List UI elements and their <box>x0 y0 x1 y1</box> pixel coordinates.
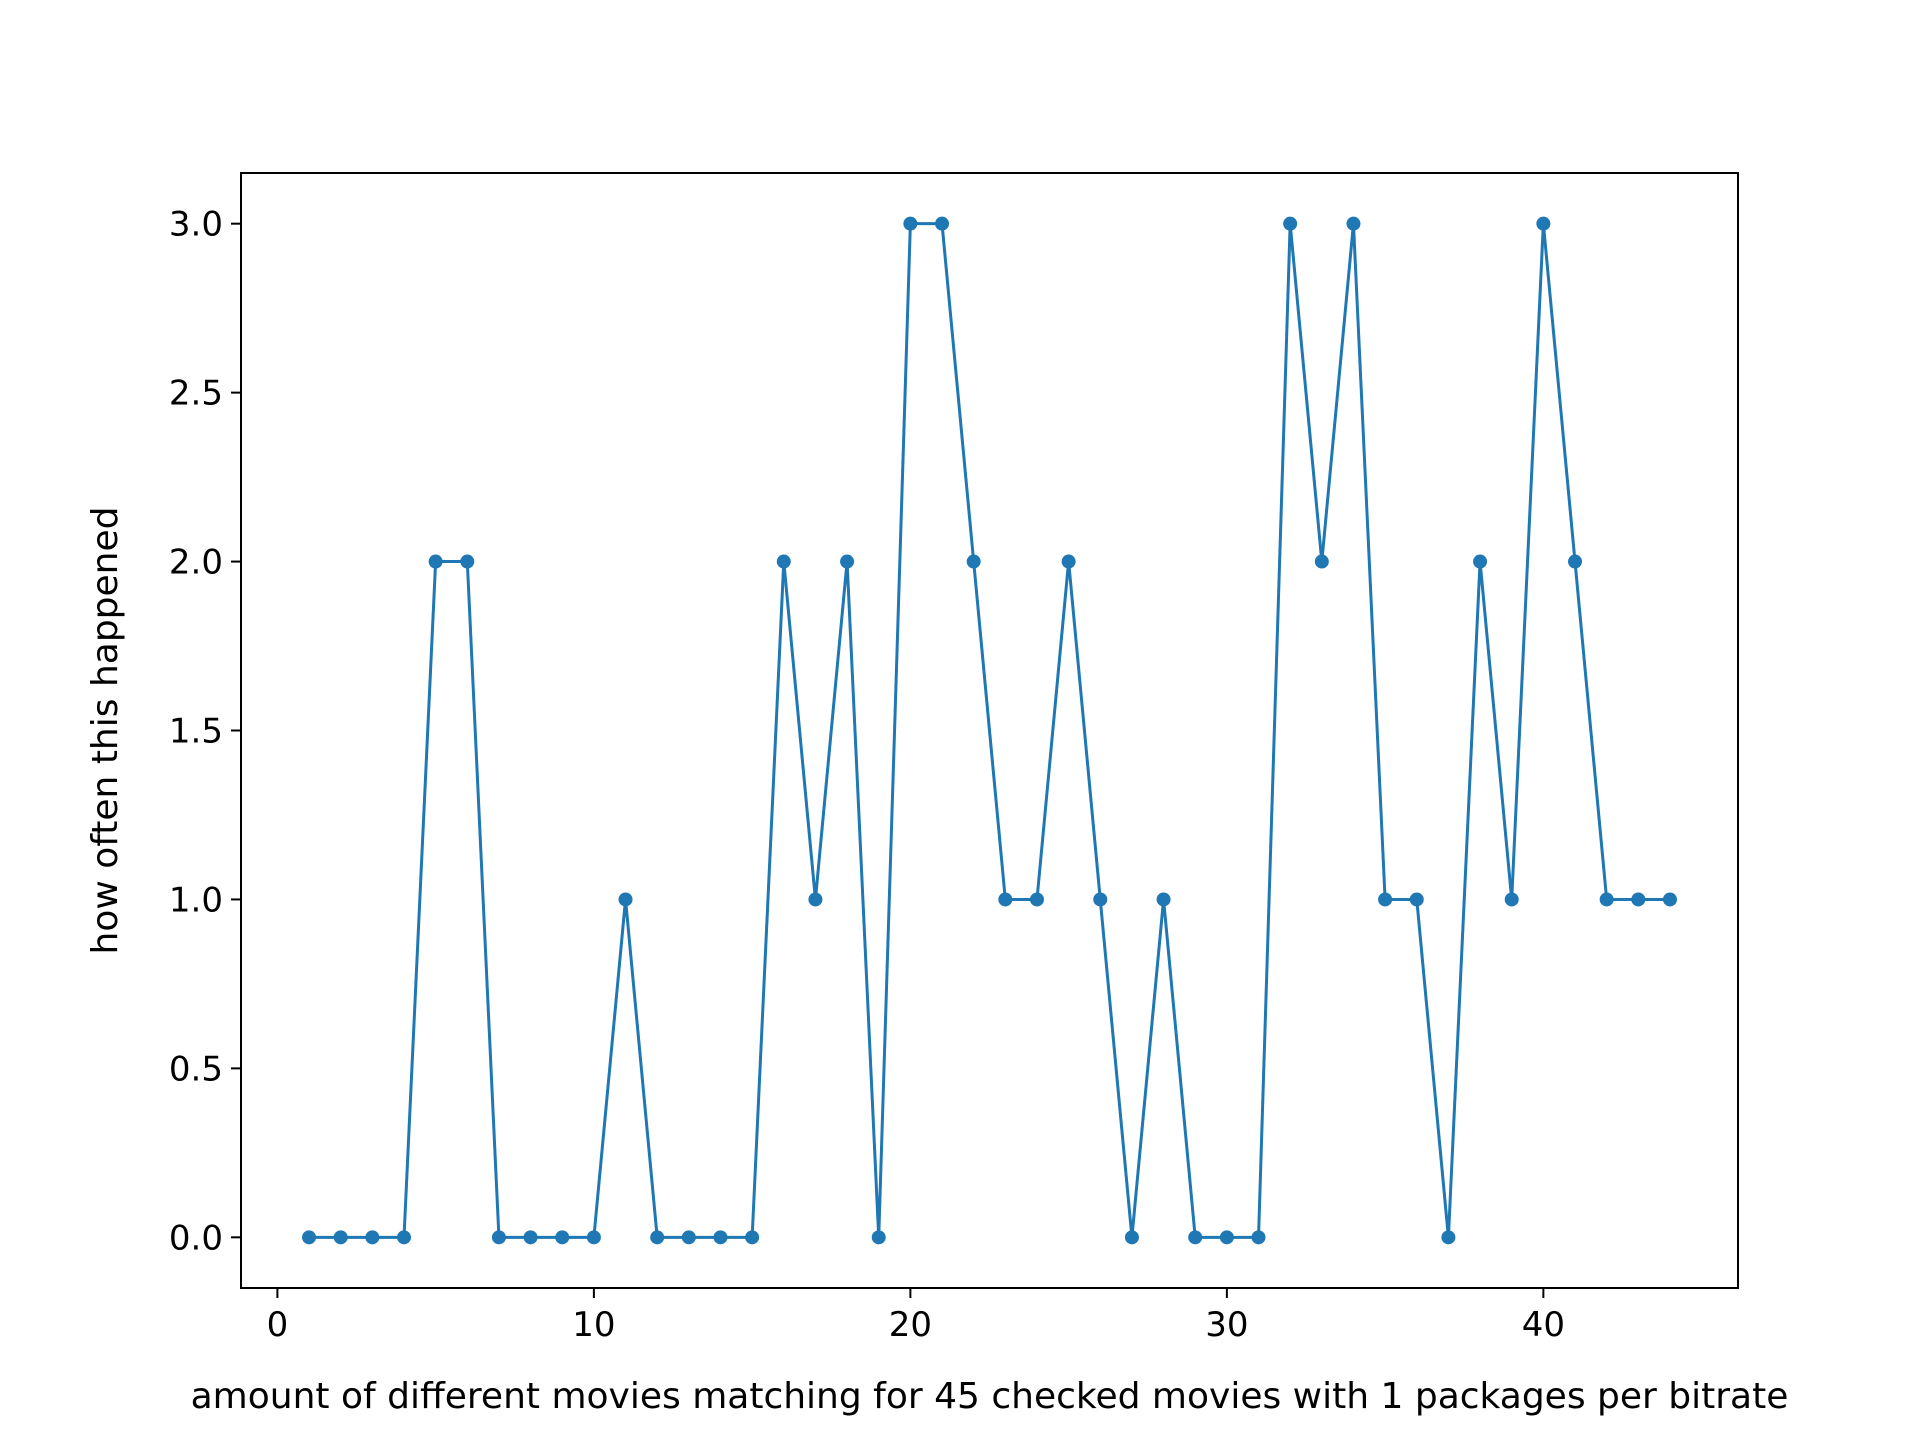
series-line-segment <box>782 560 817 901</box>
x-tick-label: 20 <box>889 1305 932 1345</box>
data-point <box>935 216 950 231</box>
data-point <box>1536 216 1551 231</box>
series-line-segment <box>1098 897 1134 1239</box>
data-point <box>966 554 981 569</box>
data-point <box>1188 1230 1203 1245</box>
data-point <box>491 1230 506 1245</box>
data-point <box>745 1230 760 1245</box>
data-point <box>1568 554 1583 569</box>
x-tick-label: 0 <box>267 1305 289 1345</box>
data-point <box>1124 1230 1139 1245</box>
series-line-segment <box>1162 897 1197 1239</box>
data-point <box>650 1230 665 1245</box>
series-line-segment <box>1257 222 1292 1239</box>
x-axis-label: amount of different movies matching for … <box>191 1376 1789 1417</box>
data-point <box>713 1230 728 1245</box>
data-point <box>586 1230 601 1245</box>
data-point <box>333 1230 348 1245</box>
x-axis: 0 10 20 30 40 <box>267 1288 1565 1345</box>
data-point <box>618 892 633 907</box>
data-point <box>1378 892 1393 907</box>
y-tick-label: 1.0 <box>169 880 223 920</box>
data-point <box>1473 554 1488 569</box>
series-line-segment <box>940 222 976 564</box>
series-line-segment <box>624 897 659 1239</box>
series-line-segment <box>1415 897 1450 1239</box>
data-point <box>776 554 791 569</box>
series-line-segment <box>1320 222 1355 564</box>
data-point <box>302 1230 317 1245</box>
data-point <box>1441 1230 1456 1245</box>
data-point <box>1662 892 1677 907</box>
data-point <box>523 1230 538 1245</box>
x-tick-label: 10 <box>572 1305 615 1345</box>
plot-area <box>302 216 1677 1245</box>
y-axis: 0.0 0.5 1.0 1.5 2.0 2.5 3.0 <box>169 205 241 1258</box>
data-point <box>903 216 918 231</box>
series-line-segment <box>1288 222 1324 564</box>
y-tick-label: 1.5 <box>169 712 223 752</box>
data-point <box>871 1230 886 1245</box>
data-point <box>1409 892 1424 907</box>
data-point <box>1061 554 1076 569</box>
series-line-segment <box>1541 222 1577 564</box>
series-line-segment <box>1035 560 1071 901</box>
series-line-segment <box>972 560 1007 901</box>
y-axis-label: how often this happened <box>85 507 126 955</box>
data-point <box>998 892 1013 907</box>
x-tick-label: 40 <box>1522 1305 1565 1345</box>
data-point <box>808 892 823 907</box>
data-point <box>1219 1230 1234 1245</box>
data-point <box>428 554 443 569</box>
data-point <box>840 554 855 569</box>
y-tick-label: 0.0 <box>169 1218 223 1258</box>
data-point <box>396 1230 411 1245</box>
series-line-segment <box>1130 897 1166 1239</box>
data-point <box>1599 892 1614 907</box>
data-point <box>1346 216 1361 231</box>
y-tick-label: 2.5 <box>169 374 223 414</box>
series-line-segment <box>465 560 501 1239</box>
data-point <box>365 1230 380 1245</box>
series-line-segment <box>877 222 912 1239</box>
data-point <box>1156 892 1171 907</box>
y-tick-label: 0.5 <box>169 1049 223 1089</box>
series-line-segment <box>592 897 628 1239</box>
data-point <box>460 554 475 569</box>
data-point <box>1504 892 1519 907</box>
series-line-segment <box>1478 560 1514 901</box>
series-line-segment <box>1573 560 1609 901</box>
series-line-segment <box>845 560 881 1239</box>
data-point <box>1314 554 1329 569</box>
series-line-segment <box>1067 560 1102 901</box>
y-tick-label: 3.0 <box>169 205 223 245</box>
series-line-segment <box>750 560 786 1239</box>
series-line-segment <box>1351 222 1387 901</box>
x-tick-label: 30 <box>1205 1305 1248 1345</box>
data-point <box>1251 1230 1266 1245</box>
series-line-segment <box>1446 560 1482 1239</box>
series-line-segment <box>813 560 849 901</box>
data-point <box>1093 892 1108 907</box>
data-point <box>1029 892 1044 907</box>
series-line-segment <box>1510 222 1545 901</box>
data-point <box>1631 892 1646 907</box>
data-point <box>1283 216 1298 231</box>
y-tick-label: 2.0 <box>169 543 223 583</box>
data-point <box>555 1230 570 1245</box>
data-point <box>681 1230 696 1245</box>
series-line-segment <box>402 560 438 1239</box>
